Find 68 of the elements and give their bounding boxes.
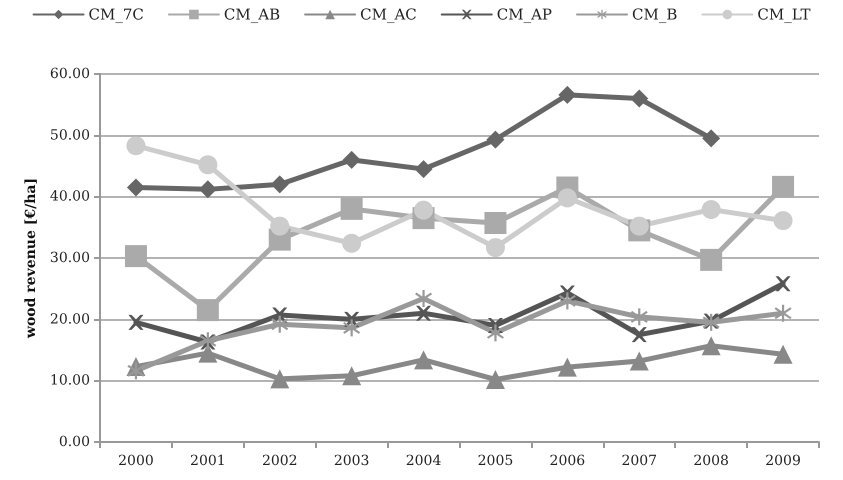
- point: [702, 129, 720, 148]
- x-tick-label: 2003: [334, 453, 370, 469]
- x-tick-label: 2004: [406, 453, 442, 469]
- legend-label: CM_7C: [88, 6, 144, 24]
- point: [774, 344, 793, 364]
- point: [486, 324, 504, 342]
- point: [124, 245, 147, 268]
- point: [414, 160, 433, 178]
- point: [416, 306, 432, 321]
- point: [484, 212, 506, 234]
- point: [702, 200, 721, 220]
- point: [270, 216, 290, 236]
- x-tick-label: 2000: [118, 453, 154, 469]
- point: [127, 362, 144, 380]
- point: [126, 178, 145, 196]
- point: [414, 350, 434, 370]
- point: [196, 299, 219, 322]
- point: [558, 86, 576, 104]
- point: [415, 290, 432, 307]
- x-tick-label: 2006: [550, 453, 586, 469]
- y-tick-label: 20.00: [50, 311, 90, 328]
- point: [702, 336, 721, 356]
- point: [414, 200, 434, 220]
- point: [630, 216, 649, 236]
- point: [342, 150, 361, 169]
- point: [198, 155, 218, 174]
- y-tick-label: 0.00: [58, 434, 90, 450]
- point: [128, 314, 144, 330]
- y-axis-title: wood revenue [€/ha]: [23, 178, 39, 340]
- point: [558, 358, 577, 377]
- legend-label: CM_LT: [757, 6, 810, 24]
- y-tick-label: 30.00: [50, 250, 90, 266]
- point: [486, 238, 505, 258]
- point: [630, 308, 648, 326]
- y-tick-label: 60.00: [50, 66, 90, 82]
- legend-label: CM_AB: [224, 6, 280, 24]
- point: [126, 136, 146, 156]
- point: [772, 176, 794, 198]
- point: [776, 276, 791, 292]
- legend-label: CM_AP: [496, 6, 552, 24]
- point: [558, 188, 577, 208]
- point: [632, 327, 647, 342]
- point: [270, 175, 289, 194]
- point: [342, 234, 362, 253]
- x-tick-label: 2007: [621, 453, 658, 469]
- point: [700, 248, 722, 271]
- legend-label: CM_B: [632, 6, 678, 24]
- point: [486, 130, 504, 149]
- x-tick-label: 2008: [693, 453, 729, 469]
- x-tick-label: 2002: [262, 453, 298, 469]
- x-tick-label: 2005: [478, 453, 514, 469]
- y-tick-label: 50.00: [50, 127, 90, 144]
- point: [558, 292, 576, 310]
- point: [774, 211, 793, 230]
- point: [342, 366, 362, 386]
- x-tick-label: 2001: [190, 453, 226, 469]
- y-tick-label: 40.00: [50, 188, 90, 205]
- point: [486, 370, 505, 389]
- y-tick-label: 10.00: [50, 372, 90, 389]
- x-tick-label: 2009: [765, 453, 801, 469]
- legend-label: CM_AC: [360, 6, 417, 24]
- point: [774, 304, 792, 322]
- point: [630, 90, 648, 108]
- point: [630, 352, 649, 371]
- point: [340, 198, 363, 220]
- point: [270, 369, 290, 388]
- point: [343, 319, 360, 336]
- point: [271, 316, 288, 333]
